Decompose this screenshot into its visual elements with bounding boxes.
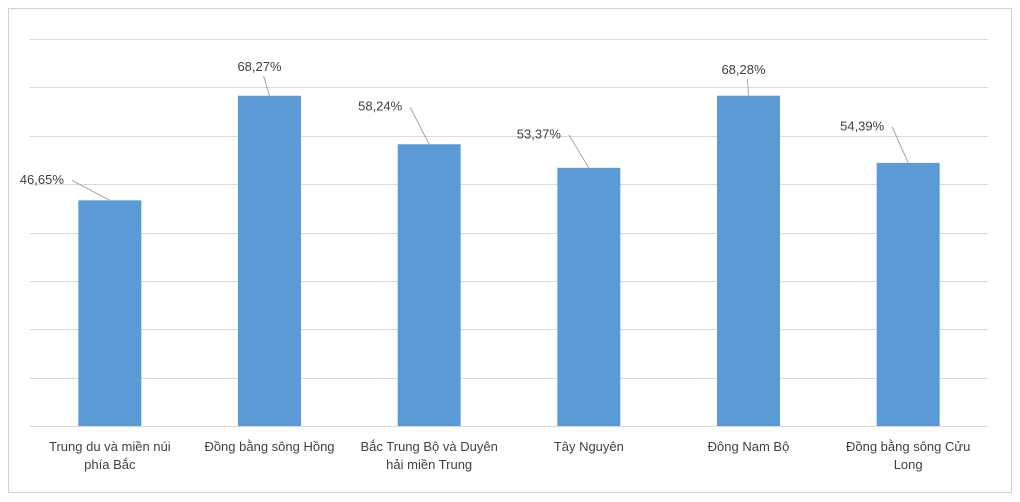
bar (397, 144, 461, 426)
data-label: 53,37% (517, 126, 562, 141)
data-label: 46,65% (20, 172, 65, 187)
x-tick-label: Bắc Trung Bộ và Duyên hải miền Trung (360, 439, 498, 472)
bar (717, 95, 780, 427)
chart-border (8, 8, 1012, 493)
leader-line (409, 107, 430, 145)
leader-line (263, 75, 270, 96)
data-label: 58,24% (358, 99, 403, 114)
x-tick-label: Đông Nam Bộ (707, 439, 790, 454)
leader-line (568, 134, 590, 169)
leader-line (747, 78, 749, 96)
x-tick-label: Đồng bằng sông Cửu Long (845, 439, 971, 472)
x-tick-label: Tây Nguyên (553, 439, 624, 454)
bar (78, 200, 142, 426)
x-tick-label: Trung du và miền núi phía Bắc (49, 439, 171, 472)
data-label: 68,27% (237, 59, 282, 74)
bar (876, 162, 940, 427)
bar (557, 167, 621, 426)
leader-line (891, 126, 909, 164)
data-label: 68,28% (721, 62, 766, 77)
data-label: 54,39% (840, 118, 885, 133)
leader-line (71, 179, 111, 201)
bar (238, 95, 301, 427)
x-tick-label: Đồng bằng sông Hồng (204, 439, 335, 454)
